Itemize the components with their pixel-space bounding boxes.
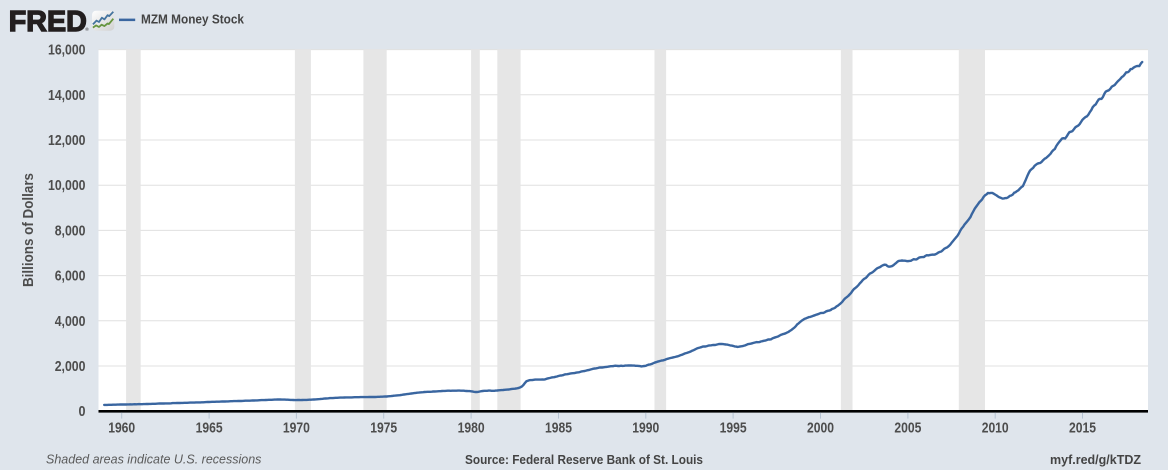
svg-text:2005: 2005: [894, 420, 921, 436]
svg-text:6,000: 6,000: [55, 269, 86, 285]
svg-text:1980: 1980: [458, 420, 485, 436]
svg-text:1975: 1975: [370, 420, 397, 436]
svg-text:2015: 2015: [1069, 420, 1096, 436]
svg-text:16,000: 16,000: [48, 43, 86, 59]
svg-text:0: 0: [79, 404, 86, 420]
svg-text:1995: 1995: [720, 420, 747, 436]
svg-text:Shaded areas indicate U.S. rec: Shaded areas indicate U.S. recessions: [46, 453, 261, 467]
svg-text:FRED: FRED: [9, 6, 87, 38]
svg-text:1990: 1990: [632, 420, 659, 436]
svg-text:myf.red/g/kTDZ: myf.red/g/kTDZ: [1050, 452, 1141, 467]
svg-text:2010: 2010: [982, 420, 1009, 436]
svg-text:2,000: 2,000: [55, 359, 86, 375]
svg-text:8,000: 8,000: [55, 223, 86, 239]
svg-text:12,000: 12,000: [48, 133, 86, 149]
svg-text:1985: 1985: [545, 420, 572, 436]
svg-text:1960: 1960: [108, 420, 135, 436]
svg-text:2000: 2000: [807, 420, 834, 436]
svg-text:1970: 1970: [283, 420, 310, 436]
svg-text:10,000: 10,000: [48, 178, 86, 194]
svg-text:14,000: 14,000: [48, 88, 86, 104]
svg-text:4,000: 4,000: [55, 314, 86, 330]
svg-text:MZM Money Stock: MZM Money Stock: [141, 12, 244, 26]
svg-text:®: ®: [85, 26, 89, 33]
svg-text:1965: 1965: [196, 420, 223, 436]
svg-text:Billions of Dollars: Billions of Dollars: [21, 173, 37, 287]
svg-text:Source: Federal Reserve Bank o: Source: Federal Reserve Bank of St. Loui…: [465, 452, 703, 467]
